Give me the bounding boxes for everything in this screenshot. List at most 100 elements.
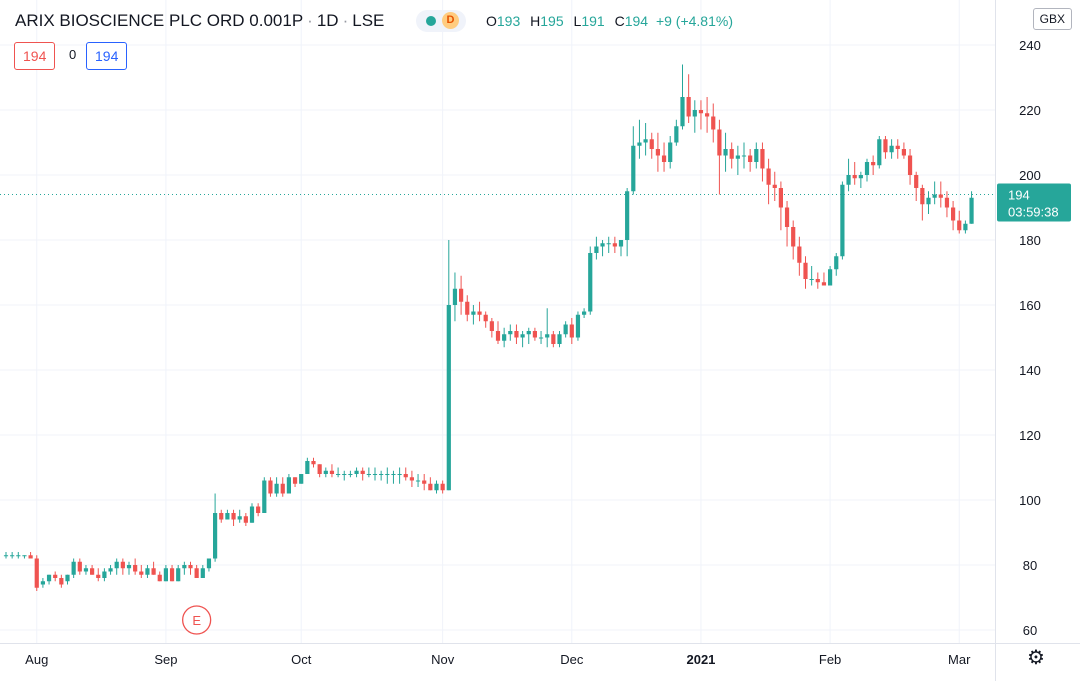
market-status[interactable]: D bbox=[416, 10, 466, 32]
candle-body bbox=[754, 149, 759, 162]
candle-body bbox=[22, 555, 27, 557]
candle-body bbox=[600, 243, 605, 247]
candle-body bbox=[551, 334, 556, 344]
candle-body bbox=[717, 129, 722, 156]
candle-body bbox=[920, 188, 925, 205]
bar-countdown: 03:59:38 bbox=[1008, 205, 1059, 220]
candle-body bbox=[366, 474, 371, 475]
candle-body bbox=[883, 139, 888, 153]
candle-body bbox=[932, 194, 937, 198]
candle-body bbox=[606, 243, 611, 245]
candle-body bbox=[379, 474, 384, 475]
candle-body bbox=[612, 243, 617, 247]
candle-body bbox=[274, 483, 279, 494]
candle-body bbox=[545, 334, 550, 338]
y-tick-label: 80 bbox=[1023, 558, 1037, 573]
candle-body bbox=[772, 184, 777, 188]
candle-body bbox=[194, 568, 199, 578]
candle-body bbox=[508, 331, 513, 335]
candle-body bbox=[834, 256, 839, 270]
candle-body bbox=[71, 561, 76, 575]
candle-body bbox=[828, 269, 833, 286]
candle-body bbox=[16, 555, 21, 557]
candle-body bbox=[120, 561, 125, 569]
candle-body bbox=[206, 558, 212, 569]
candle-body bbox=[286, 477, 291, 494]
y-tick-label: 180 bbox=[1019, 233, 1041, 248]
candle-body bbox=[723, 149, 728, 156]
candle-body bbox=[489, 321, 494, 331]
candle-body bbox=[342, 474, 347, 475]
candle-body bbox=[803, 262, 808, 279]
low-label: L bbox=[573, 13, 582, 29]
exchange-label: LSE bbox=[352, 11, 385, 30]
candle-body bbox=[96, 574, 101, 578]
candle-body bbox=[409, 477, 414, 481]
close-label: C bbox=[614, 13, 625, 29]
market-open-dot-icon bbox=[426, 16, 436, 26]
candle-body bbox=[526, 331, 531, 335]
candle-body bbox=[59, 578, 64, 585]
candle-body bbox=[895, 145, 900, 149]
earnings-marker-icon[interactable] bbox=[181, 605, 212, 635]
candle-body bbox=[243, 516, 248, 523]
candle-body bbox=[637, 142, 642, 146]
buy-price-button[interactable]: 194 bbox=[86, 42, 128, 70]
candle-body bbox=[188, 565, 193, 569]
candle-body bbox=[821, 282, 827, 286]
candle-body bbox=[133, 565, 138, 572]
chart-header: ARIX BIOSCIENCE PLC ORD 0.001P · 1D · LSE D … bbox=[0, 0, 1000, 40]
candle-body bbox=[563, 324, 568, 335]
candle-body bbox=[680, 97, 685, 127]
candle-body bbox=[305, 461, 310, 474]
gear-icon[interactable]: ⚙ bbox=[1027, 647, 1045, 669]
candle-body bbox=[157, 574, 162, 582]
x-tick-label: Oct bbox=[291, 652, 312, 667]
candle-body bbox=[471, 311, 476, 315]
candle-body bbox=[336, 474, 341, 475]
candle-body bbox=[877, 139, 882, 166]
symbol-title[interactable]: ARIX BIOSCIENCE PLC ORD 0.001P · 1D · LSE bbox=[15, 11, 385, 30]
high-label: H bbox=[530, 13, 541, 29]
y-tick-label: 140 bbox=[1019, 363, 1041, 378]
x-tick-label: Aug bbox=[25, 652, 48, 667]
candle-body bbox=[661, 155, 667, 162]
candle-body bbox=[323, 470, 328, 474]
candle-body bbox=[538, 337, 544, 339]
candle-body bbox=[77, 561, 82, 572]
change-value: +9 (+4.81%) bbox=[655, 13, 733, 29]
delayed-badge: D bbox=[442, 12, 459, 29]
candle-body bbox=[625, 191, 630, 240]
candle-body bbox=[889, 145, 894, 153]
candle-body bbox=[698, 110, 704, 114]
currency-badge[interactable]: GBX bbox=[1032, 8, 1072, 30]
candle-body bbox=[729, 149, 734, 159]
candle-body bbox=[631, 145, 636, 192]
candle-body bbox=[434, 483, 439, 491]
x-tick-label: Dec bbox=[560, 652, 584, 667]
sell-price-button[interactable]: 194 bbox=[14, 42, 56, 70]
candle-body bbox=[139, 571, 144, 575]
candle-body bbox=[126, 565, 132, 569]
x-tick-label: 2021 bbox=[686, 652, 715, 667]
open-label: O bbox=[486, 13, 497, 29]
y-tick-label: 220 bbox=[1019, 103, 1041, 118]
candle-body bbox=[213, 513, 218, 559]
candle-body bbox=[495, 331, 501, 341]
candle-body bbox=[237, 516, 242, 520]
candle-body bbox=[840, 184, 845, 257]
y-tick-label: 100 bbox=[1019, 493, 1041, 508]
candle-body bbox=[34, 558, 39, 588]
candle-body bbox=[163, 568, 168, 582]
candle-body bbox=[748, 155, 753, 162]
close-value: 194 bbox=[624, 13, 649, 29]
candle-body bbox=[182, 565, 187, 569]
candle-body bbox=[268, 480, 273, 494]
candle-body bbox=[256, 506, 261, 513]
candle-body bbox=[114, 561, 119, 569]
candle-body bbox=[219, 513, 224, 520]
candle-body bbox=[440, 483, 445, 491]
candle-body bbox=[83, 568, 89, 572]
candle-body bbox=[329, 470, 335, 474]
